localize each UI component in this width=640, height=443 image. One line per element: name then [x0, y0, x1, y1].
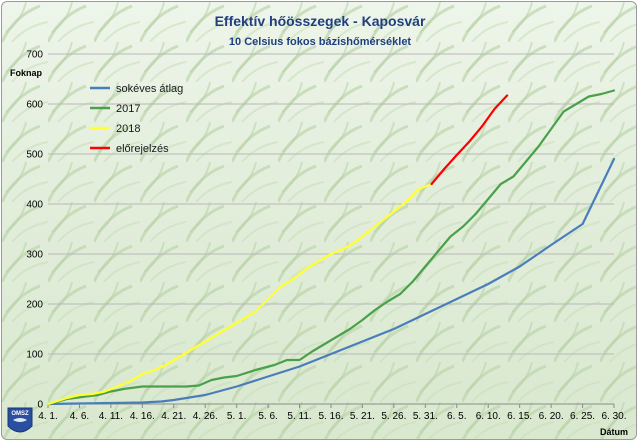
- x-tick-label: 5. 1.: [227, 411, 246, 422]
- series-line-0: [46, 157, 616, 406]
- x-tick-label: 4. 1.: [38, 411, 57, 422]
- y-tick-label: 500: [26, 150, 43, 161]
- series-line-2: [46, 182, 433, 406]
- y-tick-label: 300: [26, 250, 43, 261]
- x-tick-label: 6. 30.: [601, 411, 626, 422]
- x-tick-label: 5. 31.: [413, 411, 438, 422]
- legend-label-2018: 2018: [116, 123, 140, 135]
- series-line-1: [46, 89, 616, 406]
- x-tick-label: 5. 11.: [287, 411, 311, 422]
- y-tick-label: 400: [26, 200, 43, 211]
- x-tick-label: 4. 11.: [99, 411, 123, 422]
- x-axis-label: Dátum: [600, 427, 628, 437]
- legend-label-2017: 2017: [116, 103, 140, 115]
- x-tick-label: 5. 21.: [350, 411, 375, 422]
- x-tick-label: 6. 15.: [507, 411, 532, 422]
- x-tick-label: 6. 10.: [476, 411, 501, 422]
- x-tick-label: 5. 16.: [318, 411, 343, 422]
- legend-label-forecast: előrejelzés: [116, 143, 169, 155]
- y-tick-label: 200: [26, 300, 43, 311]
- x-tick-label: 6. 25.: [570, 411, 595, 422]
- x-tick-label: 5. 6.: [258, 411, 277, 422]
- series-lines: [46, 89, 616, 406]
- y-tick-label: 100: [26, 350, 43, 361]
- omsz-logo: OMSZ: [7, 407, 33, 433]
- x-tick-label: 4. 6.: [70, 411, 89, 422]
- y-tick-label: 600: [26, 100, 43, 111]
- y-tick-label: 0: [37, 400, 43, 411]
- x-tick-label: 5. 26.: [381, 411, 406, 422]
- x-tick-label: 6. 5.: [447, 411, 466, 422]
- y-tick-label: 700: [26, 50, 43, 61]
- series-line-3: [430, 94, 509, 186]
- x-tick-label: 6. 20.: [539, 411, 564, 422]
- legend: sokéves átlag 2017 2018 előrejelzés: [90, 83, 183, 155]
- y-axis-ticks: 0 100 200 300 400 500 600 700: [26, 50, 43, 411]
- logo-text: OMSZ: [11, 411, 29, 417]
- x-axis-ticks: 4. 1. 4. 6. 4. 11. 4. 16. 4. 21. 4. 26. 5. 1. 5…: [38, 404, 627, 422]
- y-axis-label: Foknap: [10, 68, 43, 78]
- grid: [48, 53, 614, 405]
- legend-label-average: sokéves átlag: [116, 83, 183, 95]
- x-tick-label: 4. 16.: [130, 411, 155, 422]
- x-tick-label: 4. 26.: [193, 411, 218, 422]
- chart-subtitle: 10 Celsius fokos bázishőmérséklet: [229, 36, 412, 48]
- x-tick-label: 4. 21.: [161, 411, 186, 422]
- chart-title: Effektív hőösszegek - Kaposvár: [215, 13, 426, 29]
